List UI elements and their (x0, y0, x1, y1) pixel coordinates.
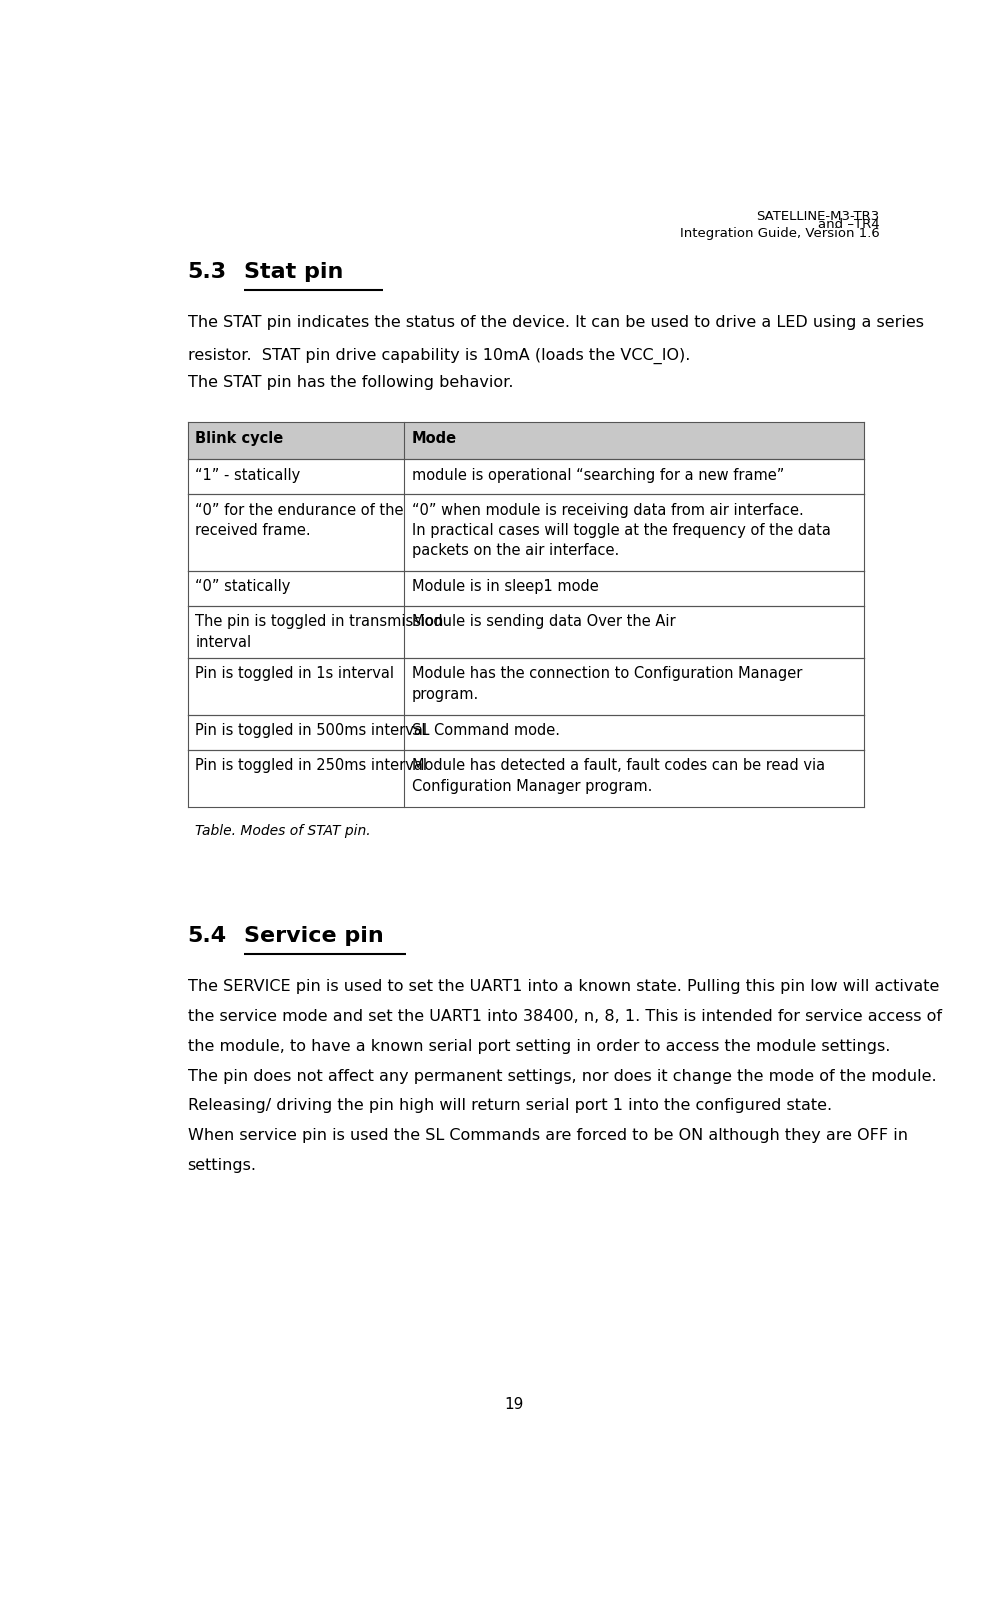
Text: 5.3: 5.3 (187, 261, 226, 282)
Text: The pin is toggled in transmission
interval: The pin is toggled in transmission inter… (195, 614, 443, 650)
Text: Table. Modes of STAT pin.: Table. Modes of STAT pin. (195, 824, 371, 838)
Text: Stat pin: Stat pin (244, 261, 344, 282)
Text: Blink cycle: Blink cycle (195, 430, 284, 445)
Text: Module is in sleep1 mode: Module is in sleep1 mode (412, 579, 598, 595)
Bar (187, 422, 863, 459)
Text: and –TR4: and –TR4 (817, 218, 879, 231)
Text: “0” statically: “0” statically (195, 579, 291, 595)
Text: Module has the connection to Configuration Manager
program.: Module has the connection to Configurati… (412, 666, 802, 701)
Text: settings.: settings. (187, 1157, 257, 1174)
Text: The STAT pin has the following behavior.: The STAT pin has the following behavior. (187, 374, 513, 390)
Text: When service pin is used the SL Commands are forced to be ON although they are O: When service pin is used the SL Commands… (187, 1128, 907, 1143)
Text: Module has detected a fault, fault codes can be read via
Configuration Manager p: Module has detected a fault, fault codes… (412, 758, 824, 793)
Text: SATELLINE-M3-TR3: SATELLINE-M3-TR3 (756, 210, 879, 222)
Text: 19: 19 (504, 1398, 523, 1412)
Text: module is operational “searching for a new frame”: module is operational “searching for a n… (412, 467, 784, 482)
Text: Service pin: Service pin (244, 925, 384, 946)
Text: Releasing/ driving the pin high will return serial port 1 into the configured st: Releasing/ driving the pin high will ret… (187, 1098, 831, 1114)
Text: “0” when module is receiving data from air interface.
In practical cases will to: “0” when module is receiving data from a… (412, 503, 830, 558)
Text: Pin is toggled in 500ms interval: Pin is toggled in 500ms interval (195, 724, 427, 738)
Text: SL Command mode.: SL Command mode. (412, 724, 559, 738)
Text: resistor.  STAT pin drive capability is 10mA (loads the VCC_IO).: resistor. STAT pin drive capability is 1… (187, 347, 689, 364)
Text: “0” for the endurance of the
received frame.: “0” for the endurance of the received fr… (195, 503, 404, 538)
Text: Module is sending data Over the Air: Module is sending data Over the Air (412, 614, 674, 629)
Text: “1” - statically: “1” - statically (195, 467, 301, 482)
Text: 5.4: 5.4 (187, 925, 226, 946)
Text: Integration Guide, Version 1.6: Integration Guide, Version 1.6 (679, 227, 879, 240)
Text: Mode: Mode (412, 430, 457, 445)
Text: the module, to have a known serial port setting in order to access the module se: the module, to have a known serial port … (187, 1038, 889, 1054)
Text: The pin does not affect any permanent settings, nor does it change the mode of t: The pin does not affect any permanent se… (187, 1069, 935, 1083)
Text: The SERVICE pin is used to set the UART1 into a known state. Pulling this pin lo: The SERVICE pin is used to set the UART1… (187, 978, 938, 995)
Text: Pin is toggled in 250ms interval: Pin is toggled in 250ms interval (195, 758, 427, 774)
Text: The STAT pin indicates the status of the device. It can be used to drive a LED u: The STAT pin indicates the status of the… (187, 314, 923, 330)
Text: Pin is toggled in 1s interval: Pin is toggled in 1s interval (195, 666, 394, 682)
Text: the service mode and set the UART1 into 38400, n, 8, 1. This is intended for ser: the service mode and set the UART1 into … (187, 1009, 941, 1024)
